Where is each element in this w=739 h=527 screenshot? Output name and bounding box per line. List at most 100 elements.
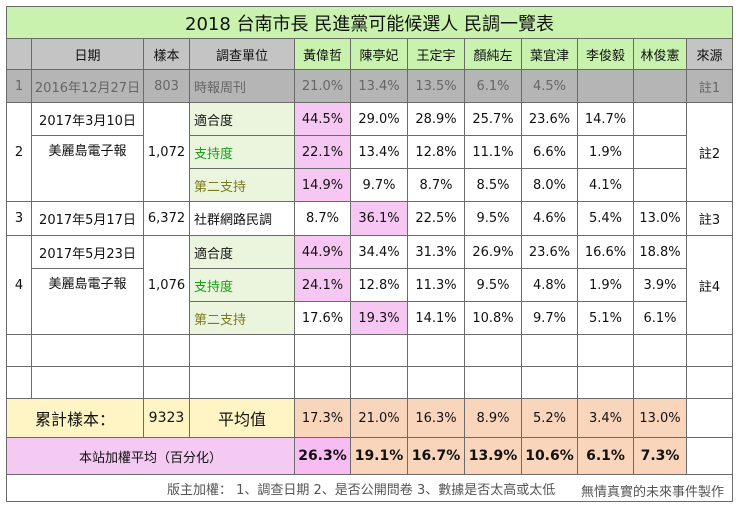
value-cell [633,69,687,103]
value-cell: 36.1% [350,201,408,236]
average-label: 平均值 [189,398,295,438]
value-cell: 22.5% [407,201,465,236]
value-cell: 14.9% [294,168,351,202]
row-number: 1 [6,69,32,103]
weighted-value: 26.3% [294,437,351,475]
value-cell: 19.3% [350,301,408,335]
value-cell: 9.7% [521,301,578,335]
value-cell: 13.0% [633,201,687,236]
header-candidate: 葉宜津 [521,38,578,70]
value-cell: 4.5% [521,69,578,103]
row-sample: 1,076 [143,235,190,335]
value-cell [633,168,687,202]
blank-row [6,366,734,399]
sub-label: 適合度 [189,235,295,269]
weighted-value: 16.7% [407,437,465,475]
totals-sample: 9323 [143,398,190,438]
table-row: 4 2017年5月23日 1,076 適合度 44.9% 34.4% 31.3%… [6,235,734,335]
value-cell: 14.1% [407,301,465,335]
average-value: 3.4% [577,398,634,438]
table-title: 2018 台南市長 民進黨可能候選人 民調一覽表 [5,6,734,39]
value-cell: 18.8% [633,235,687,269]
row-note: 註3 [685,201,734,236]
value-cell: 25.7% [464,102,522,136]
sub-label: 第二支持 [189,168,295,202]
table-row: 美麗島電子報 支持度 24.1% 12.8% 11.3% 9.5% 4.8% 1… [7,268,733,335]
footer-note: 版主加權： 1、調查日期 2、是否公開問卷 3、數據是否太高或太低 [167,482,556,498]
value-cell: 22.1% [294,135,351,169]
value-cell: 23.6% [521,102,578,136]
value-cell: 10.0% [633,135,687,169]
value-cell: 23.6% [521,235,578,269]
value-cell: 9.5% [464,201,522,236]
value-cell: 14.7% [577,102,634,136]
value-cell: 13.4% [350,135,408,169]
value-cell: 12.8% [407,135,465,169]
weighted-label: 本站加權平均（百分化） [6,437,295,475]
empty-cell [685,398,734,438]
average-value: 21.0% [350,398,408,438]
header-candidate: 王定宇 [407,38,465,70]
row-date: 2016年12月27日 [31,69,144,103]
table-row: 第二支持 17.6% 19.3% 14.1% 10.8% 9.7% 5.1% 6… [7,301,733,335]
value-cell: 3.9% [633,268,687,302]
value-cell: 8.7% [407,168,465,202]
value-cell: 24.1% [294,268,351,302]
value-cell: 6.1% [633,301,687,335]
value-cell: 21.0% [294,69,351,103]
row-org: 時報周刊 [189,69,295,103]
row-org: 美麗島電子報 [31,268,144,335]
header-index [6,38,32,70]
average-value: 17.3% [294,398,351,438]
value-cell [633,102,687,136]
header-candidate: 顏純左 [464,38,522,70]
value-cell: 29.0% [350,102,408,136]
average-value: 8.9% [464,398,522,438]
weighted-value: 6.1% [577,437,634,475]
sub-label: 適合度 [189,102,295,136]
value-cell: 8.0% [521,168,578,202]
header-date: 日期 [31,38,144,70]
weighted-value: 10.6% [521,437,578,475]
average-value: 5.2% [521,398,578,438]
weighted-row: 本站加權平均（百分化） 26.3% 19.1% 16.7% 13.9% 10.6… [6,437,734,475]
header-sample: 樣本 [143,38,190,70]
row-note: 註4 [685,235,734,335]
sub-label: 第二支持 [189,301,295,335]
header-candidate: 陳亭妃 [350,38,408,70]
row-sample: 1,072 [143,102,190,202]
value-cell: 44.9% [294,235,351,269]
footer-row: 版主加權： 1、調查日期 2、是否公開問卷 3、數據是否太高或太低 無情真實的未… [5,474,734,502]
value-cell: 4.6% [521,201,578,236]
table-row: 1 2016年12月27日 803 時報周刊 21.0% 13.4% 13.5%… [6,69,734,103]
row-org: 社群網路民調 [189,201,295,236]
value-cell: 17.6% [294,301,351,335]
weighted-value: 19.1% [350,437,408,475]
value-cell: 4.8% [521,268,578,302]
footer-credit: 無情真實的未來事件製作 [581,485,725,500]
header-candidate: 李俊毅 [577,38,634,70]
row-date: 2017年3月10日 [31,102,144,136]
row-date: 2017年5月23日 [31,235,144,269]
table-row: 第二支持 14.9% 9.7% 8.7% 8.5% 8.0% 4.1% [7,168,733,202]
value-cell: 26.9% [464,235,522,269]
value-cell: 13.5% [407,69,465,103]
value-cell [577,69,634,103]
value-cell: 34.4% [350,235,408,269]
value-cell: 9.7% [350,168,408,202]
value-cell: 11.1% [464,135,522,169]
value-cell: 5.1% [577,301,634,335]
poll-table: 2018 台南市長 民進黨可能候選人 民調一覽表 日期 樣本 調查單位 黃偉哲 … [5,6,734,502]
row-org: 美麗島電子報 [31,135,144,202]
empty-cell [685,437,734,475]
value-cell: 44.5% [294,102,351,136]
average-value: 13.0% [633,398,687,438]
header-candidate: 黃偉哲 [294,38,351,70]
header-org: 調查單位 [189,38,295,70]
row-number: 4 [6,235,32,335]
value-cell: 1.9% [577,268,634,302]
value-cell: 8.5% [464,168,522,202]
sub-label: 支持度 [189,268,295,302]
weighted-value: 13.9% [464,437,522,475]
value-cell: 12.8% [350,268,408,302]
